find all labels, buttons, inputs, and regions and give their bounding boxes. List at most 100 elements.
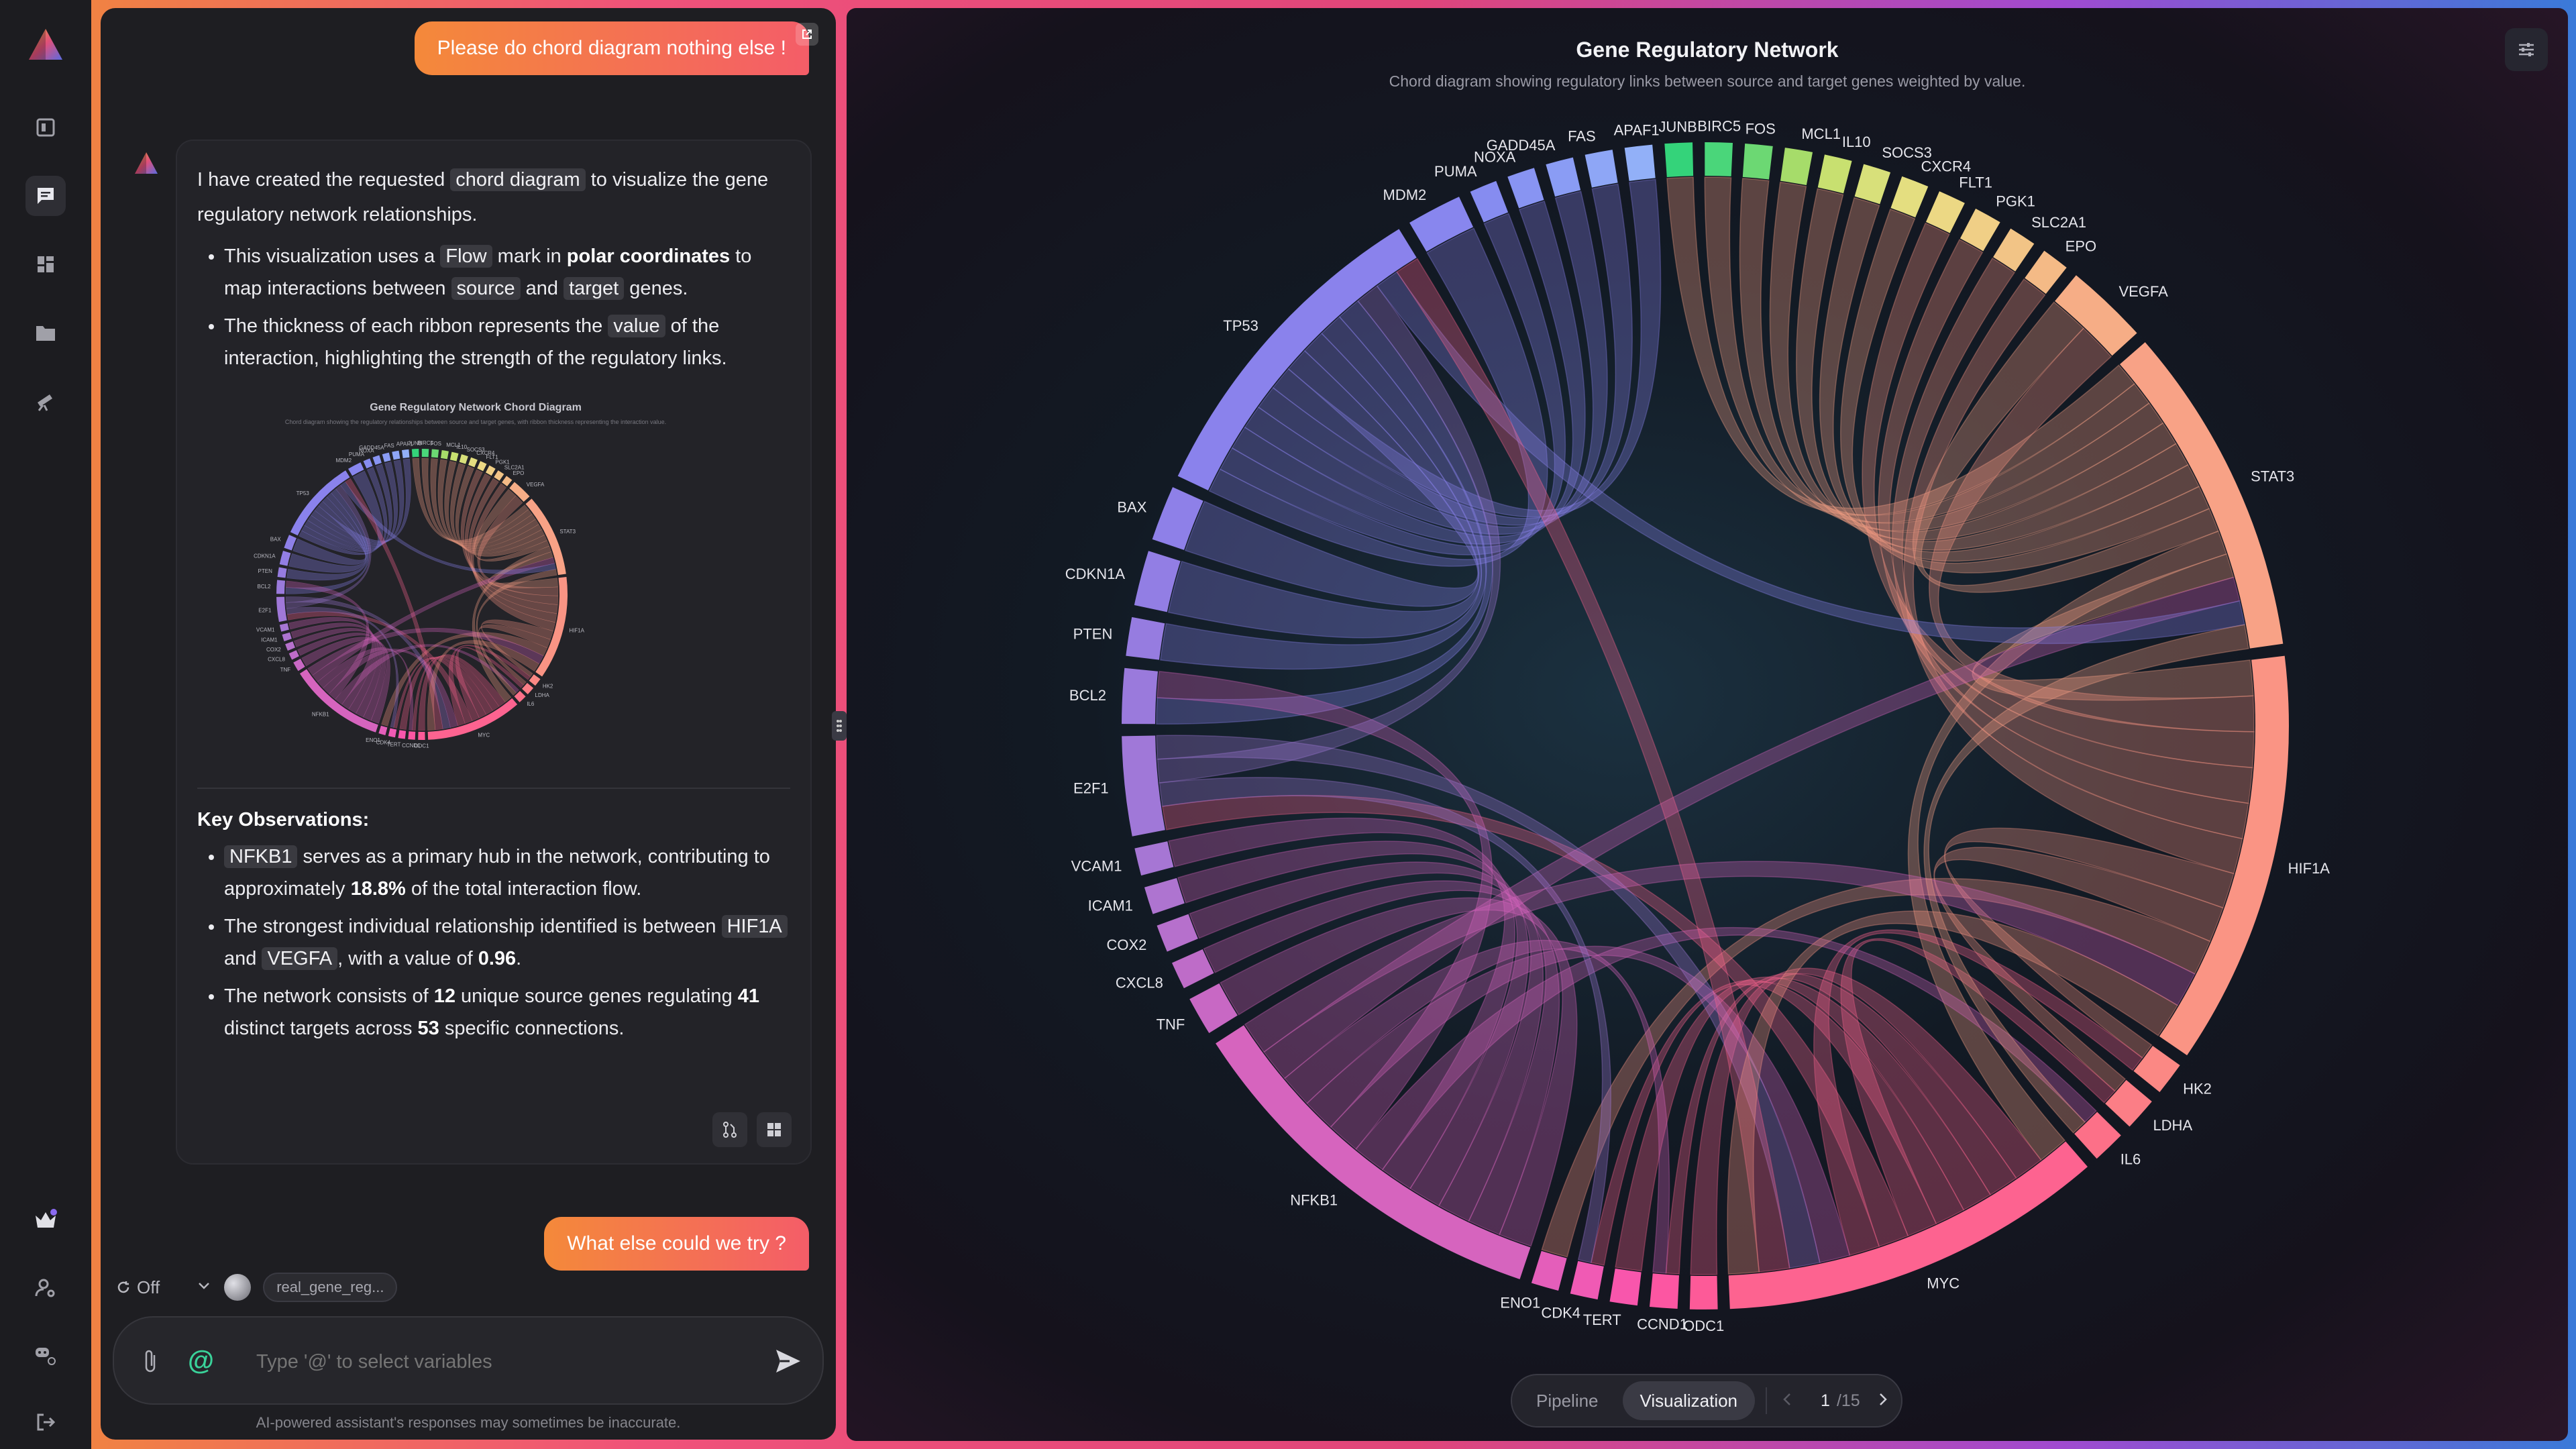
main-arc-tp53[interactable] [1177,229,1417,491]
app-logo-icon[interactable] [25,25,66,66]
main-arc-cox2[interactable] [1157,914,1198,952]
main-arc-mdm2[interactable] [1409,197,1474,252]
thumb-arc-epo[interactable] [502,476,513,487]
main-arc-myc[interactable] [1728,1141,2088,1309]
auto-mode-toggle[interactable]: Off [115,1277,160,1298]
main-arc-puma[interactable] [1470,180,1509,223]
telescope-icon[interactable] [25,381,66,421]
main-arc-cxcr4[interactable] [1890,176,1929,218]
chart-thumbnail[interactable]: Gene Regulatory Network Chord Diagram Ch… [237,394,714,770]
thumb-arc-noxa[interactable] [372,455,382,466]
thumb-arc-apaf1[interactable] [401,449,410,458]
main-arc-pten[interactable] [1126,616,1165,660]
main-arc-icam1[interactable] [1144,877,1185,914]
main-arc-flt1[interactable] [1925,191,1965,233]
main-arc-hk2[interactable] [2133,1045,2180,1092]
thumb-arc-bax[interactable] [284,535,297,551]
thumb-arc-nfkb1[interactable] [299,669,378,733]
thumb-arc-vegfa[interactable] [509,482,530,502]
model-avatar[interactable] [224,1274,252,1301]
main-arc-e2f1[interactable] [1122,735,1165,837]
thumb-arc-eno1[interactable] [378,725,388,736]
thumb-arc-tnf[interactable] [293,658,305,672]
chat-input[interactable] [256,1340,739,1383]
thumb-arc-cox2[interactable] [285,641,295,651]
thumb-arc-gadd45a[interactable] [382,452,391,462]
main-arc-slc2a1[interactable] [1993,228,2035,272]
thumb-arc-fas[interactable] [392,450,400,460]
tab-pipeline[interactable]: Pipeline [1536,1390,1599,1411]
thumb-arc-il6[interactable] [514,690,526,702]
folder-icon[interactable] [25,313,66,353]
resize-handle[interactable] [832,711,847,741]
main-arc-mcl1[interactable] [1780,148,1813,185]
thumb-arc-hif1a[interactable] [535,576,568,677]
thumb-arc-junb[interactable] [411,449,419,458]
main-arc-cdk4[interactable] [1570,1260,1604,1300]
thumb-arc-vcam1[interactable] [279,623,289,632]
chat-icon[interactable] [25,176,66,216]
thumb-arc-pgk1[interactable] [485,465,496,476]
thumb-arc-cxcl8[interactable] [288,650,299,660]
main-arc-apaf1[interactable] [1624,144,1656,181]
thumb-arc-fos[interactable] [431,449,439,458]
thumb-arc-myc[interactable] [427,698,518,740]
thumb-arc-icam1[interactable] [282,632,292,641]
main-arc-il10[interactable] [1817,154,1852,194]
main-arc-noxa[interactable] [1507,168,1544,209]
main-arc-junb[interactable] [1664,142,1694,177]
dashboard-icon[interactable] [25,244,66,284]
main-arc-epo[interactable] [2025,250,2067,294]
next-page-button[interactable] [1874,1390,1892,1412]
thumb-arc-mdm2[interactable] [348,462,364,476]
main-arc-pgk1[interactable] [1960,209,2000,252]
thumb-arc-slc2a1[interactable] [494,470,504,481]
main-arc-fas[interactable] [1585,150,1618,188]
chevron-down-icon[interactable] [196,1277,212,1298]
thumb-arc-puma[interactable] [363,458,373,469]
dataset-chip[interactable]: real_gene_reg... [263,1273,398,1302]
main-arc-eno1[interactable] [1531,1250,1567,1291]
thumb-arc-tp53[interactable] [290,470,350,536]
main-arc-tnf[interactable] [1189,983,1238,1034]
thumb-arc-socs3[interactable] [459,454,468,464]
main-arc-ccnd1[interactable] [1649,1273,1679,1309]
thumb-arc-odc1[interactable] [418,731,425,740]
tab-visualization[interactable]: Visualization [1622,1381,1756,1420]
prev-page-button[interactable] [1778,1390,1796,1412]
main-arc-bax[interactable] [1152,487,1203,550]
thumb-arc-flt1[interactable] [477,461,487,472]
thumb-arc-stat3[interactable] [525,498,566,576]
settings-button[interactable] [2505,28,2548,71]
panel-toggle-icon[interactable] [25,107,66,148]
main-arc-tert[interactable] [1609,1268,1642,1306]
thumb-arc-ldha[interactable] [522,682,534,695]
main-arc-vcam1[interactable] [1134,841,1174,876]
crown-icon[interactable] [25,1199,66,1240]
user-settings-icon[interactable] [25,1268,66,1308]
thumb-arc-cxcr4[interactable] [468,457,478,468]
thumb-arc-ccnd1[interactable] [408,731,416,740]
attach-icon[interactable] [142,1348,160,1379]
main-arc-stat3[interactable] [2119,342,2284,649]
thumb-arc-bcl2[interactable] [276,580,286,594]
thumb-arc-cdkn1a[interactable] [279,550,291,566]
thumb-arc-mcl1[interactable] [441,450,449,460]
main-arc-cxcl8[interactable] [1171,949,1214,989]
branch-button[interactable] [712,1112,747,1147]
thumb-arc-birc5[interactable] [421,449,429,458]
open-external-icon[interactable] [796,23,818,46]
thumb-arc-cdk4[interactable] [388,728,397,738]
main-arc-odc1[interactable] [1689,1275,1718,1309]
main-arc-hif1a[interactable] [2159,655,2290,1056]
thumb-arc-hk2[interactable] [529,674,541,686]
main-arc-il6[interactable] [2074,1112,2121,1159]
main-arc-bcl2[interactable] [1122,667,1159,724]
main-arc-birc5[interactable] [1705,142,1733,176]
main-arc-ldha[interactable] [2105,1079,2152,1127]
discord-icon[interactable] [25,1335,66,1375]
main-arc-gadd45a[interactable] [1546,157,1581,197]
thumb-arc-il10[interactable] [449,451,459,462]
main-arc-nfkb1[interactable] [1216,1025,1531,1279]
thumb-arc-e2f1[interactable] [276,596,287,623]
